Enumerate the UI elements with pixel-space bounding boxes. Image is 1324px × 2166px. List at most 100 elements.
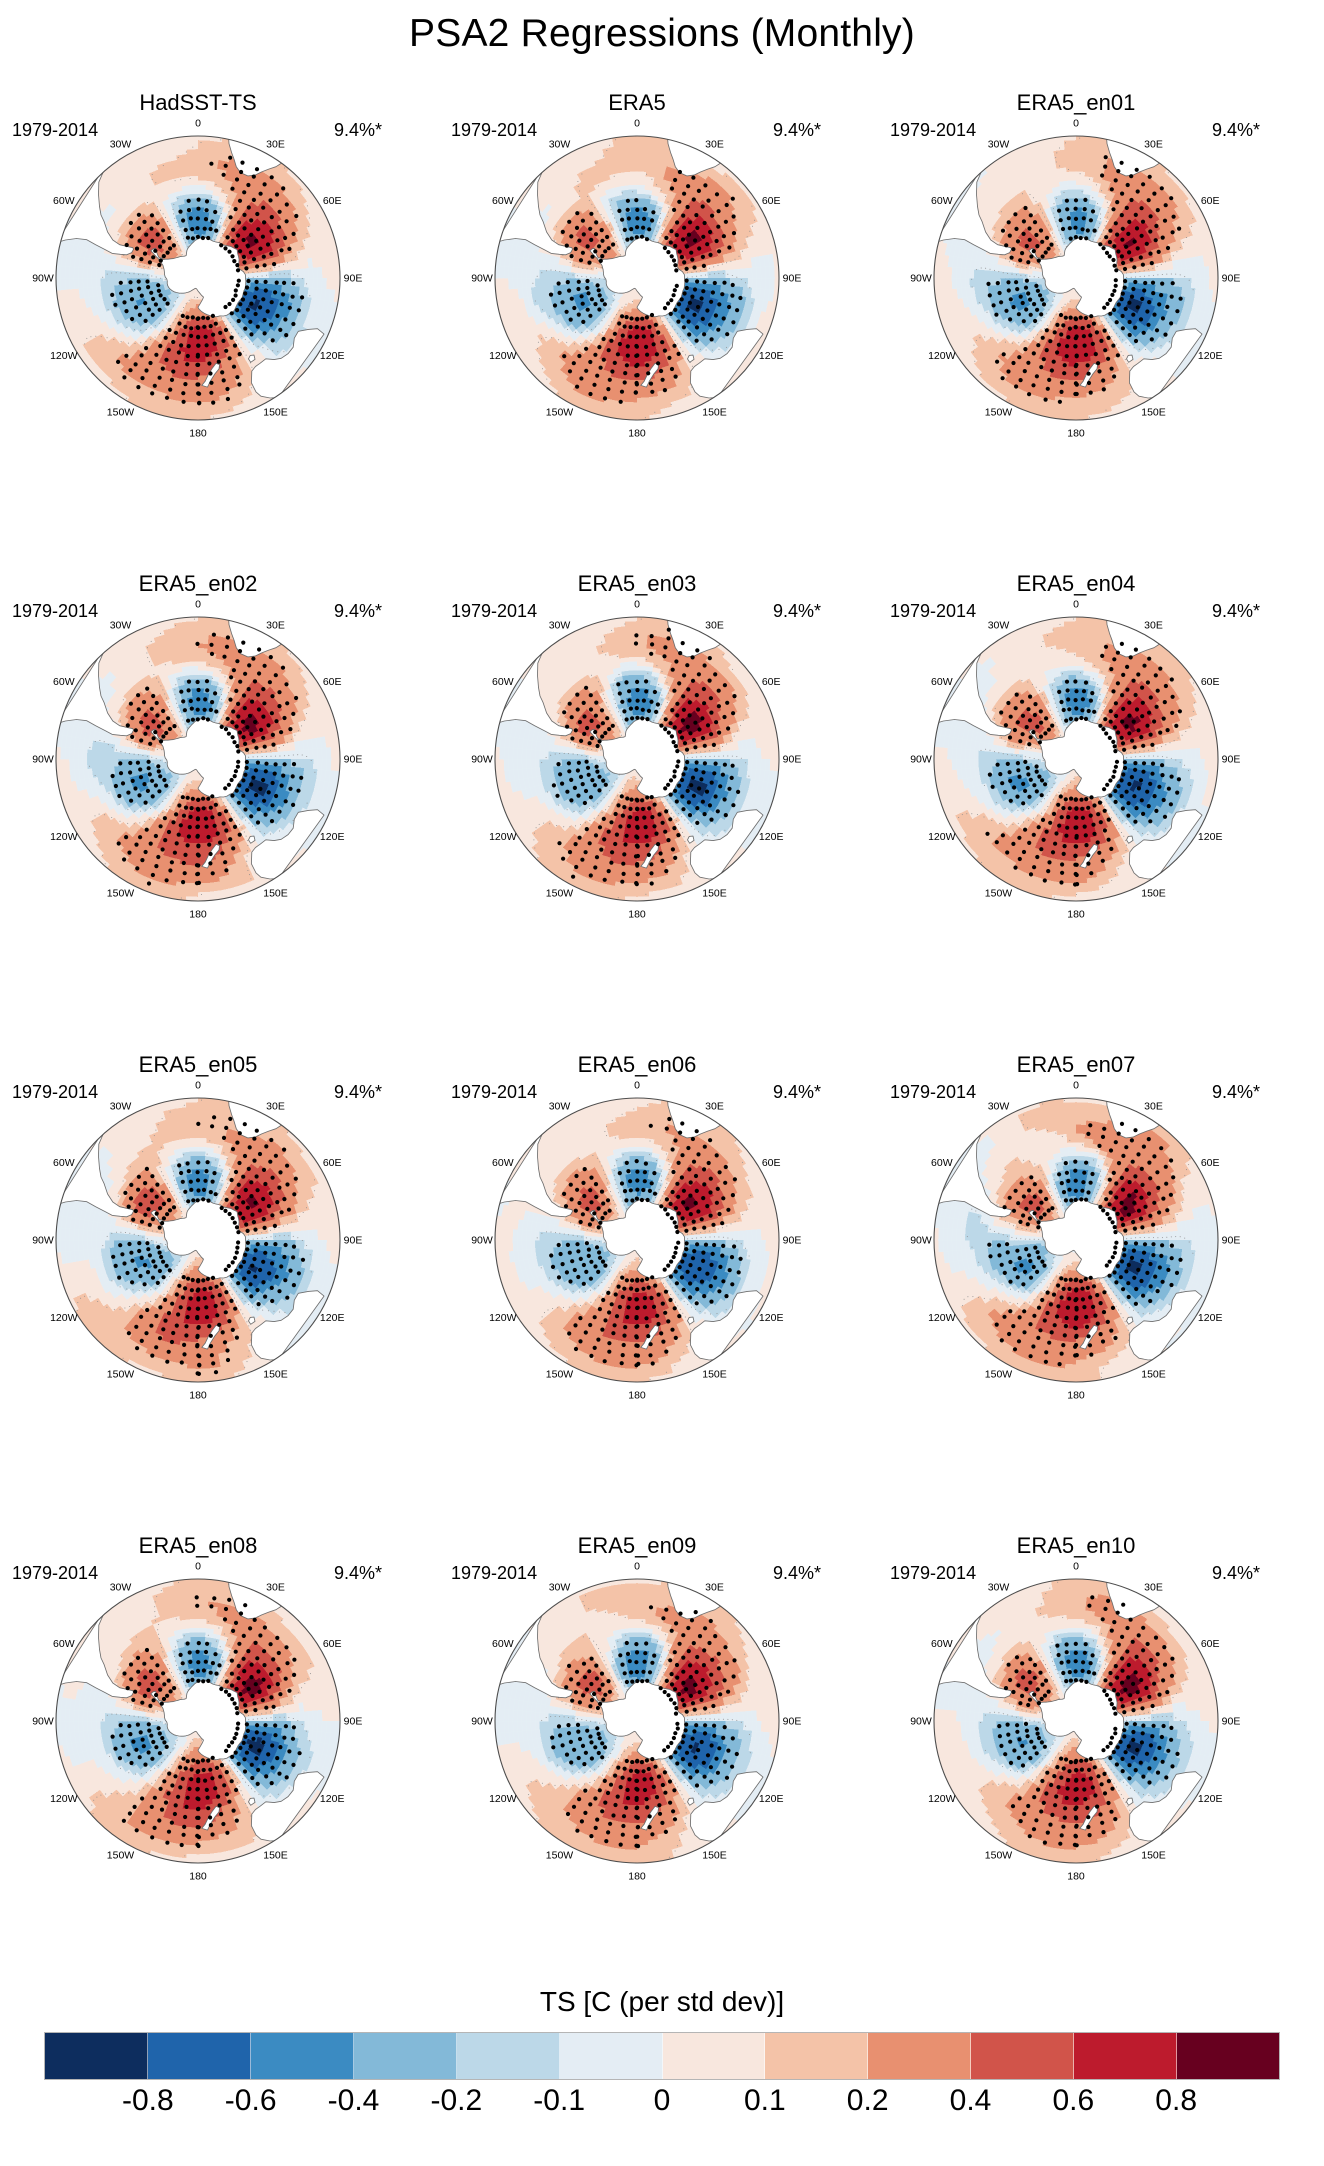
longitude-label: 150W (985, 407, 1013, 419)
significance-stipple-layer (985, 641, 1182, 887)
longitude-label: 90E (1222, 1716, 1241, 1728)
polar-map-svg: 0 30E 60E 90E 120E 150E 180 150W 120W 90W 60W 30W (32, 599, 362, 921)
map-panel-era5-en09: ERA5_en09 1979-2014 9.4%* 0 30E 60E 90E 120E 150… (447, 1533, 827, 1895)
longitude-label: 30E (705, 1100, 724, 1112)
map-panel-era5-en03: ERA5_en03 1979-2014 9.4%* 0 30E 60E 90E 120E 150… (447, 571, 827, 933)
longitude-label: 90W (32, 1235, 54, 1247)
polar-map[interactable]: 0 30E 60E 90E 120E 150E 180 150W 120W 90W 60W 30W (32, 1080, 362, 1402)
longitude-label: 120W (928, 1793, 956, 1805)
longitude-label: 120E (759, 1312, 784, 1324)
longitude-label: 0 (1073, 118, 1079, 130)
panel-period-label: 1979-2014 (12, 1563, 98, 1584)
panel-variance-label: 9.4%* (1212, 1563, 1260, 1584)
polar-map-svg: 0 30E 60E 90E 120E 150E 180 150W 120W 90W 60W 30W (910, 1561, 1240, 1883)
colorbar-segment (868, 2033, 972, 2079)
longitude-label: 30E (1144, 619, 1163, 631)
colorbar-tick-label: -0.2 (430, 2084, 482, 2118)
panel-title: HadSST-TS (8, 90, 388, 116)
longitude-label: 120W (928, 1312, 956, 1324)
longitude-label: 120E (759, 350, 784, 362)
longitude-label: 120W (50, 350, 78, 362)
polar-map[interactable]: 0 30E 60E 90E 120E 150E 180 150W 120W 90W 60W 30W (471, 1561, 801, 1883)
longitude-labels: 0 30E 60E 90E 120E 150E 180 150W 120W 90W 60W 30W (471, 118, 801, 440)
panel-title: ERA5_en02 (8, 571, 388, 597)
longitude-label: 30E (266, 138, 285, 150)
map-panel-era5: ERA5 1979-2014 9.4%* 0 30E 60E 90E 120E 150E 180 1… (447, 90, 827, 452)
longitude-label: 180 (189, 909, 207, 921)
panel-title: ERA5_en05 (8, 1052, 388, 1078)
map-panel-era5-en04: ERA5_en04 1979-2014 9.4%* 0 30E 60E 90E 120E 150… (886, 571, 1266, 933)
longitude-label: 30E (266, 619, 285, 631)
polar-map[interactable]: 0 30E 60E 90E 120E 150E 180 150W 120W 90W 60W 30W (32, 118, 362, 440)
longitude-label: 180 (1067, 909, 1085, 921)
panel-variance-label: 9.4%* (1212, 1082, 1260, 1103)
panel-variance-label: 9.4%* (334, 601, 382, 622)
polar-map-svg: 0 30E 60E 90E 120E 150E 180 150W 120W 90W 60W 30W (910, 118, 1240, 440)
map-outer-boundary (933, 1578, 1219, 1864)
longitude-label: 90E (783, 754, 802, 766)
longitude-label: 60E (762, 1157, 781, 1169)
panel-period-label: 1979-2014 (12, 120, 98, 141)
colorbar-tick-label: 0.2 (847, 2084, 889, 2118)
longitude-label: 120W (928, 831, 956, 843)
panel-title: ERA5_en06 (447, 1052, 827, 1078)
significance-stipple-layer (110, 632, 304, 886)
longitude-label: 30W (549, 1581, 571, 1593)
polar-map[interactable]: 0 30E 60E 90E 120E 150E 180 150W 120W 90W 60W 30W (32, 1561, 362, 1883)
colorbar-segment (353, 2033, 457, 2079)
longitude-label: 30W (110, 1581, 132, 1593)
coastline-layer (934, 136, 1203, 399)
longitude-label: 30E (705, 1581, 724, 1593)
longitude-label: 0 (634, 1561, 640, 1573)
polar-map[interactable]: 0 30E 60E 90E 120E 150E 180 150W 120W 90W 60W 30W (910, 1561, 1240, 1883)
longitude-label: 60W (492, 195, 514, 207)
longitude-label: 30W (549, 1100, 571, 1112)
longitude-label: 60W (53, 676, 75, 688)
longitude-label: 60W (53, 1157, 75, 1169)
longitude-label: 90W (471, 273, 493, 285)
polar-map-svg: 0 30E 60E 90E 120E 150E 180 150W 120W 90W 60W 30W (910, 599, 1240, 921)
map-outer-boundary (933, 616, 1219, 902)
polar-map[interactable]: 0 30E 60E 90E 120E 150E 180 150W 120W 90W 60W 30W (471, 599, 801, 921)
panel-period-label: 1979-2014 (451, 1563, 537, 1584)
longitude-label: 150W (985, 1369, 1013, 1381)
longitude-label: 30W (549, 138, 571, 150)
longitude-label: 120W (50, 1312, 78, 1324)
polar-map[interactable]: 0 30E 60E 90E 120E 150E 180 150W 120W 90W 60W 30W (471, 1080, 801, 1402)
polar-map-svg: 0 30E 60E 90E 120E 150E 180 150W 120W 90W 60W 30W (471, 118, 801, 440)
map-panel-era5-en02: ERA5_en02 1979-2014 9.4%* 0 30E 60E 90E 120E 150… (8, 571, 388, 933)
longitude-label: 150E (702, 888, 727, 900)
longitude-label: 60E (323, 1638, 342, 1650)
polar-map[interactable]: 0 30E 60E 90E 120E 150E 180 150W 120W 90W 60W 30W (910, 118, 1240, 440)
longitude-labels: 0 30E 60E 90E 120E 150E 180 150W 120W 90W 60W 30W (32, 1561, 362, 1883)
page-title: PSA2 Regressions (Monthly) (0, 12, 1324, 56)
longitude-label: 30W (988, 619, 1010, 631)
polar-map[interactable]: 0 30E 60E 90E 120E 150E 180 150W 120W 90W 60W 30W (910, 1080, 1240, 1402)
longitude-label: 30E (705, 138, 724, 150)
significance-stipple-layer (110, 1595, 302, 1849)
polar-map[interactable]: 0 30E 60E 90E 120E 150E 180 150W 120W 90W 60W 30W (471, 118, 801, 440)
panel-variance-label: 9.4%* (334, 120, 382, 141)
longitude-label: 90E (783, 273, 802, 285)
polar-map[interactable]: 0 30E 60E 90E 120E 150E 180 150W 120W 90W 60W 30W (32, 599, 362, 921)
polar-map[interactable]: 0 30E 60E 90E 120E 150E 180 150W 120W 90W 60W 30W (910, 599, 1240, 921)
panel-variance-label: 9.4%* (334, 1082, 382, 1103)
longitude-label: 150W (107, 888, 135, 900)
map-outer-boundary (494, 1097, 780, 1383)
significance-stipple-layer (550, 1605, 739, 1849)
significance-stipple-layer (110, 155, 305, 406)
longitude-labels: 0 30E 60E 90E 120E 150E 180 150W 120W 90W 60W 30W (32, 118, 362, 440)
longitude-label: 90W (32, 1716, 54, 1728)
panel-period-label: 1979-2014 (12, 601, 98, 622)
longitude-label: 60W (931, 676, 953, 688)
longitude-label: 30W (549, 619, 571, 631)
colorbar-segment (456, 2033, 560, 2079)
longitude-label: 120W (928, 350, 956, 362)
longitude-label: 90E (344, 754, 363, 766)
colorbar-tick-label: -0.1 (533, 2084, 585, 2118)
longitude-label: 60W (492, 676, 514, 688)
polar-map-svg: 0 30E 60E 90E 120E 150E 180 150W 120W 90W 60W 30W (471, 1561, 801, 1883)
longitude-label: 150E (1141, 888, 1166, 900)
polar-map-svg: 0 30E 60E 90E 120E 150E 180 150W 120W 90W 60W 30W (471, 1080, 801, 1402)
longitude-label: 60E (323, 195, 342, 207)
